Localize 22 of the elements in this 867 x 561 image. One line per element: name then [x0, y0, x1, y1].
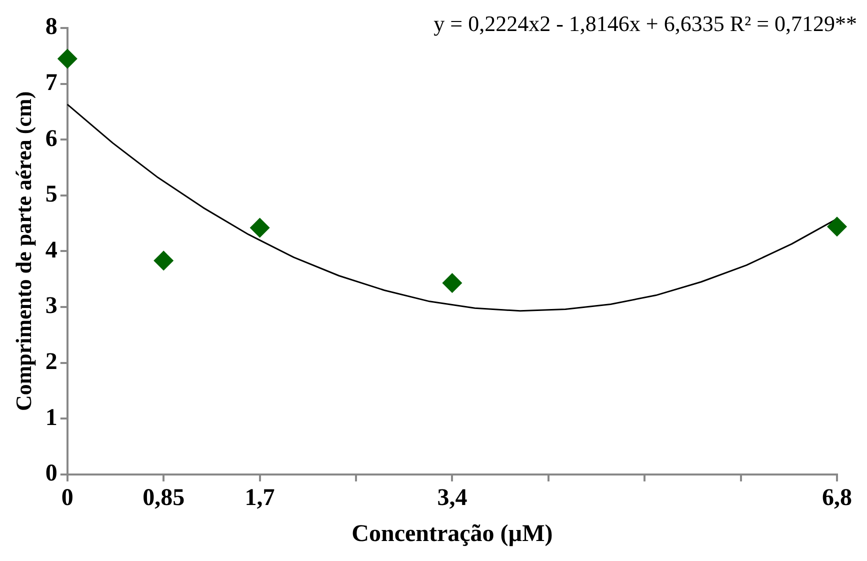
x-tick-label: 0	[61, 485, 74, 512]
y-tick-label: 2	[45, 349, 58, 376]
x-axis-title: Concentração (µM)	[352, 520, 553, 547]
y-tick-label: 5	[45, 182, 58, 208]
y-tick-label: 0	[45, 460, 58, 487]
y-tick-label: 6	[45, 126, 58, 152]
point	[827, 216, 847, 237]
point	[154, 250, 174, 271]
point	[250, 218, 270, 238]
y-tick-label: 4	[45, 237, 58, 264]
y-tick-label: 7	[45, 70, 58, 96]
point	[57, 48, 78, 69]
y-tick-label: 3	[45, 293, 58, 320]
point	[442, 273, 462, 294]
x-tick-label: 6,8	[822, 485, 852, 512]
y-axis-title: Comprimento de parte aérea (cm)	[10, 91, 36, 412]
x-tick-label: 3,4	[437, 485, 468, 512]
x-tick-label: 1,7	[244, 485, 275, 512]
y-tick-label: 1	[45, 404, 58, 431]
annotation: y = 0,2224x2 - 1,8146x + 6,6335 R² = 0,7129**	[434, 10, 857, 36]
y-tick-label: 8	[45, 14, 58, 40]
x-tick-label: 0,85	[142, 485, 185, 512]
